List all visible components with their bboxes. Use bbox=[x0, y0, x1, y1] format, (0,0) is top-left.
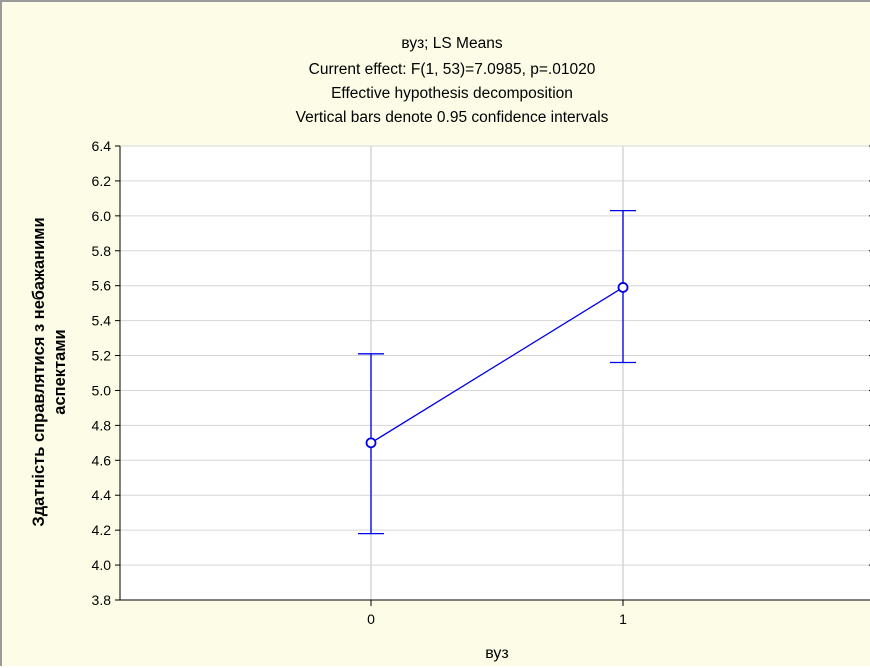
y-tick-label: 5.8 bbox=[92, 243, 112, 259]
y-tick-label: 6.2 bbox=[92, 173, 112, 189]
x-axis-title: вуз bbox=[485, 645, 508, 662]
y-axis-title-line-1: Здатність справлятися з небажаними bbox=[30, 217, 48, 526]
series-layer bbox=[358, 209, 636, 535]
y-tick-label: 5.4 bbox=[92, 313, 112, 329]
y-tick-label: 6.4 bbox=[92, 138, 112, 154]
y-tick-label: 5.0 bbox=[92, 382, 112, 398]
chart-subtitle-effect: Current effect: F(1, 53)=7.0985, p=.0102… bbox=[308, 61, 596, 78]
y-tick-label: 5.2 bbox=[92, 348, 112, 364]
y-tick-label: 3.8 bbox=[92, 592, 112, 608]
chart-title: вуз; LS Means bbox=[401, 35, 503, 52]
series-line bbox=[370, 286, 624, 444]
chart-subtitle-ci-note: Vertical bars denote 0.95 confidence int… bbox=[295, 109, 609, 126]
y-tick-label: 4.6 bbox=[92, 452, 112, 468]
y-tick-label: 5.6 bbox=[92, 278, 112, 294]
y-tick-label: 4.2 bbox=[92, 522, 112, 538]
x-tick-label: 0 bbox=[367, 611, 375, 627]
data-point bbox=[617, 282, 629, 293]
y-tick-label: 4.0 bbox=[92, 557, 112, 573]
data-point bbox=[365, 437, 377, 449]
y-tick-label: 6.0 bbox=[92, 208, 112, 224]
y-axis-title-line-2: аспектами bbox=[51, 329, 69, 414]
y-tick-label: 4.8 bbox=[92, 417, 112, 433]
y-tick-label: 4.4 bbox=[92, 487, 112, 503]
x-tick-label: 1 bbox=[619, 611, 627, 627]
chart-subtitle-decomposition: Effective hypothesis decomposition bbox=[331, 85, 573, 102]
grid-layer bbox=[120, 145, 870, 600]
plot-area bbox=[120, 146, 870, 600]
